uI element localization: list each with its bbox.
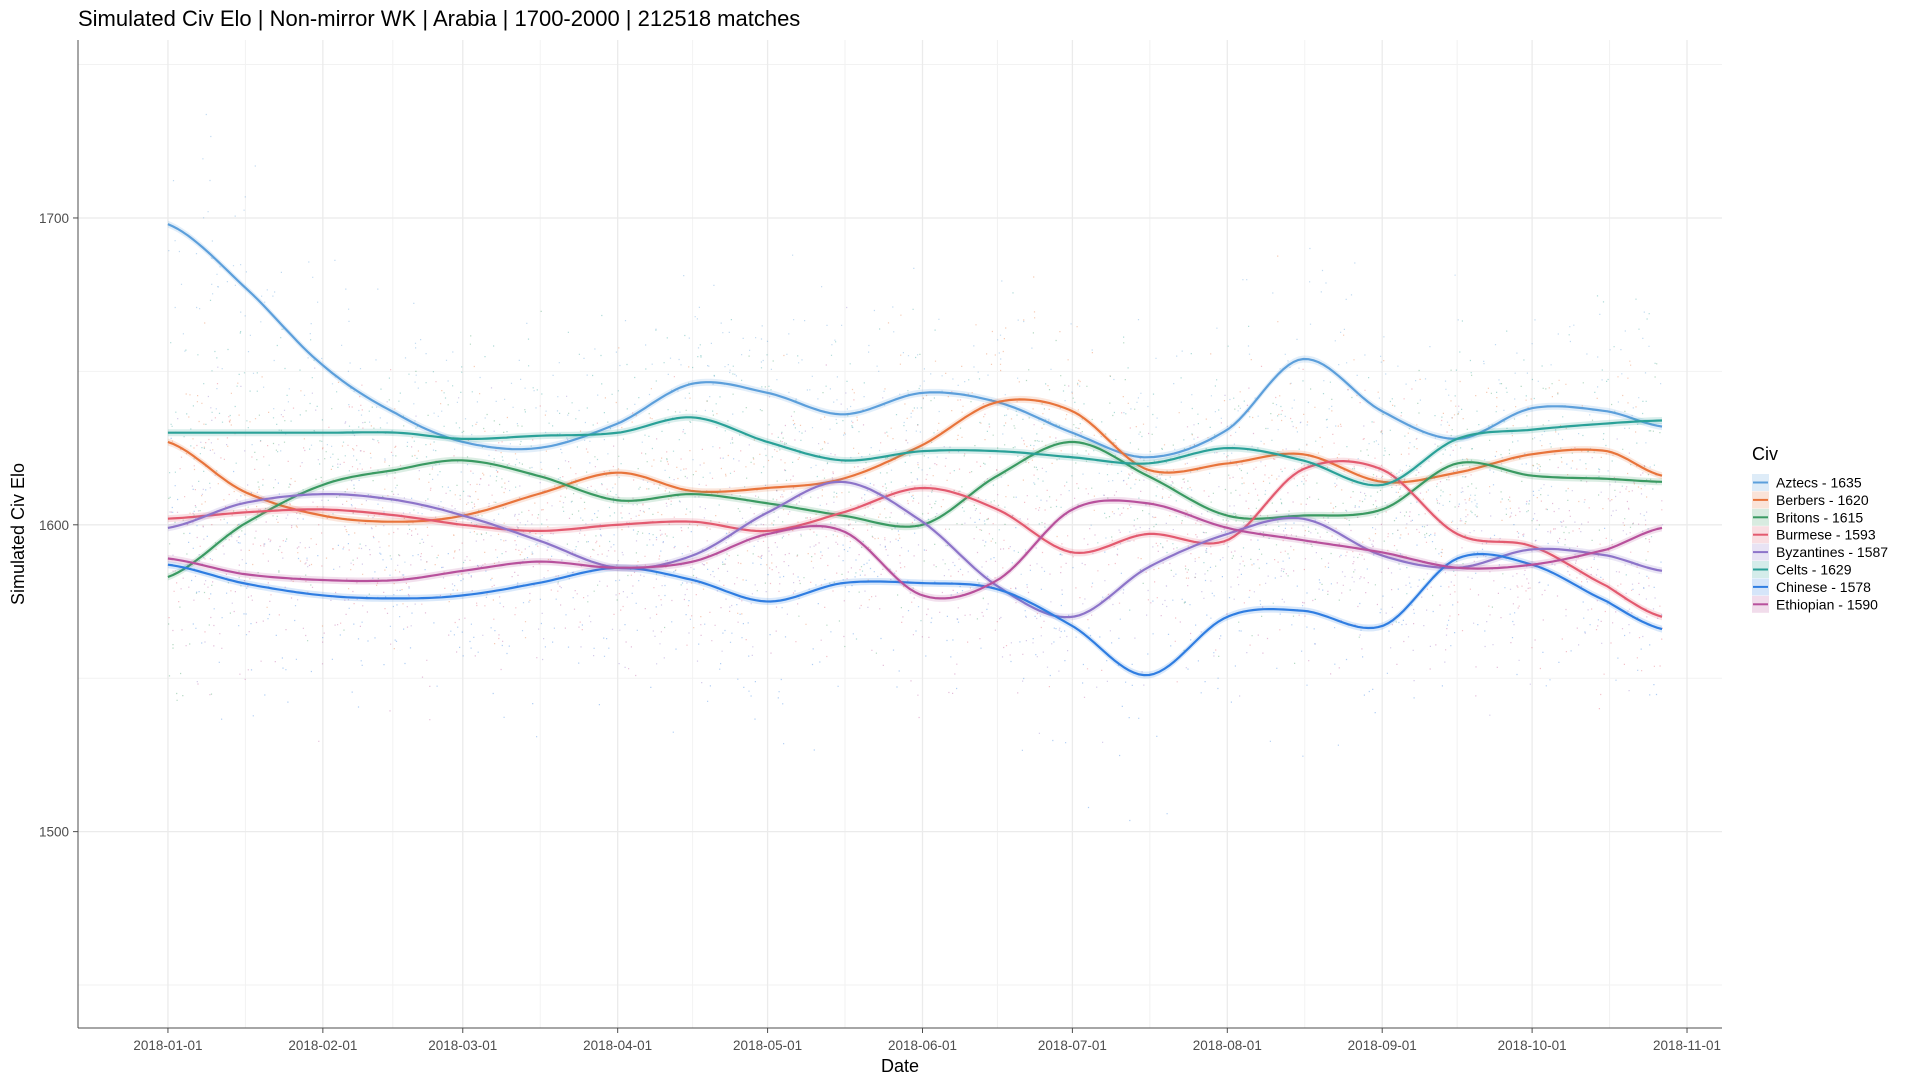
panel-background	[78, 40, 1722, 1028]
chart-title: Simulated Civ Elo | Non-mirror WK | Arab…	[78, 6, 801, 31]
series-line-7	[167, 552, 1663, 677]
axes: 2018-01-01 2018-02-01 2018-03-01 2018-04-01…	[8, 40, 1722, 1076]
y-axis-label: Simulated Civ Elo	[8, 463, 28, 605]
x-axis-label: Date	[881, 1056, 919, 1076]
ribbon-4	[167, 457, 1662, 621]
legend-item: Byzantines - 1587	[1752, 543, 1888, 561]
legend-label: Byzantines - 1587	[1776, 544, 1888, 560]
legend-label: Chinese - 1578	[1776, 579, 1871, 595]
legend-title: Civ	[1752, 444, 1778, 464]
y-tick-label: 1700	[39, 211, 69, 226]
ribbon-3	[167, 438, 1662, 581]
x-tick-label: 2018-09-01	[1348, 1038, 1417, 1053]
x-tick-label: 2018-04-01	[583, 1038, 652, 1053]
x-tick-label: 2018-01-01	[133, 1038, 202, 1053]
legend-label: Berbers - 1620	[1776, 492, 1869, 508]
series-line-4	[167, 460, 1663, 618]
x-tick-label: 2018-07-01	[1038, 1038, 1107, 1053]
legend-item: Chinese - 1578	[1752, 578, 1871, 596]
x-tick-label: 2018-02-01	[288, 1038, 357, 1053]
y-tick-label: 1500	[39, 825, 69, 840]
legend-label: Britons - 1615	[1776, 509, 1863, 525]
series-line-2	[167, 398, 1663, 523]
x-tick-label: 2018-08-01	[1193, 1038, 1262, 1053]
x-tick-label: 2018-03-01	[428, 1038, 497, 1053]
series-lines	[167, 220, 1663, 679]
x-tick-label: 2018-05-01	[733, 1038, 802, 1053]
y-tick-label: 1600	[39, 518, 69, 533]
x-tick-label: 2018-11-01	[1653, 1038, 1721, 1053]
legend-label: Burmese - 1593	[1776, 527, 1876, 543]
series-line-1	[167, 223, 1663, 459]
gridlines	[78, 40, 1722, 1028]
legend-label: Ethiopian - 1590	[1776, 596, 1878, 612]
legend-label: Aztecs - 1635	[1776, 475, 1862, 491]
legend-item: Britons - 1615	[1752, 508, 1863, 526]
x-tick-label: 2018-10-01	[1498, 1038, 1567, 1053]
legend-label: Celts - 1629	[1776, 562, 1852, 578]
legend-item: Aztecs - 1635	[1752, 474, 1862, 491]
series-line-5	[167, 480, 1663, 619]
x-tick-label: 2018-06-01	[888, 1038, 957, 1053]
series-line-8	[167, 499, 1663, 600]
series-line-3	[167, 440, 1663, 579]
legend-item: Ethiopian - 1590	[1752, 595, 1878, 613]
legend-item: Celts - 1629	[1752, 561, 1852, 578]
legend-item: Burmese - 1593	[1752, 526, 1876, 544]
series-line-6	[167, 416, 1663, 487]
legend-item: Berbers - 1620	[1752, 491, 1869, 509]
